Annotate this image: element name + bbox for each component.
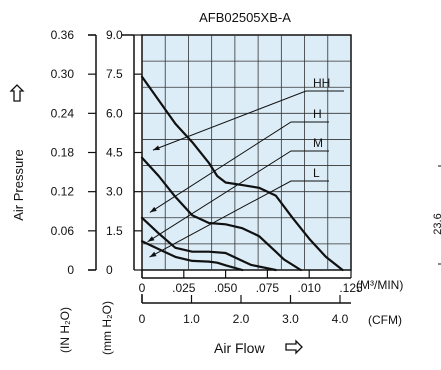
x-tick-label-m3min: .025 <box>172 281 196 295</box>
y-tick-label-mm: 9.0 <box>106 28 123 42</box>
leader-arrowhead <box>149 206 157 213</box>
y-axis-label: Air Pressure <box>11 149 26 221</box>
curve-hh <box>140 75 344 272</box>
y-tick-label-mm: 7.5 <box>106 67 123 81</box>
x-tick-label-cfm: 3.0 <box>282 312 299 326</box>
y-axis-mm-h2o-line <box>122 34 135 270</box>
y-tick-label-in: 0.36 <box>51 28 75 42</box>
y-tick-label-mm: 4.5 <box>106 146 123 160</box>
x-tick-label-cfm: 2.0 <box>233 312 250 326</box>
x-tick-label-m3min: .075 <box>256 281 280 295</box>
curve-label-h: H <box>313 107 322 121</box>
y-tick-label-in: 0.18 <box>51 146 75 160</box>
leader-line <box>147 150 329 243</box>
x-tick-label-cfm: 0 <box>139 312 146 326</box>
leader-arrowhead <box>149 251 157 258</box>
y-tick-label-in: 0 <box>67 263 74 277</box>
leader-line <box>149 180 329 258</box>
y-tick-label-in: 0.30 <box>51 67 75 81</box>
up-arrow-icon <box>9 84 25 102</box>
x-tick-label-m3min: .125 <box>339 281 363 295</box>
x-tick-label-m3min: 0 <box>139 281 146 295</box>
x-tick-label-m3min: .010 <box>298 281 322 295</box>
plot-area <box>141 34 352 271</box>
leader-line <box>152 90 344 151</box>
y-tick-label-mm: 3.0 <box>106 185 123 199</box>
y-tick-label-in: 0.24 <box>51 106 75 120</box>
x-unit-primary: (M³/MIN) <box>356 278 403 292</box>
leader-line <box>149 121 329 213</box>
side-fragment-label: 23.6 <box>432 213 441 234</box>
y-unit-primary: (IN H₂O) <box>58 307 72 353</box>
leader-arrowhead <box>152 145 160 151</box>
x-ticks-cfm: 0 1.0 2.0 3.0 4.0 <box>139 295 349 326</box>
curve-h <box>140 156 302 272</box>
curves <box>140 75 344 272</box>
curve-m <box>140 216 277 272</box>
y-tick-label-in: 0.06 <box>51 224 75 238</box>
y-tick-label-mm: 6.0 <box>106 106 123 120</box>
y-tick-label-mm: 1.5 <box>106 224 123 238</box>
x-axis-cfm-line <box>141 294 351 304</box>
curve-label-l: L <box>313 166 320 180</box>
y-tick-label-in: 0.12 <box>51 185 75 199</box>
y-ticks-in-h2o: 0 0.06 0.12 0.18 0.24 0.30 0.36 <box>51 28 96 277</box>
x-axis-m3min-line <box>141 270 351 279</box>
x-unit-secondary: (CFM) <box>368 313 402 327</box>
x-ticks-m3min: 0 .025 .050 .075 .010 .125 <box>139 270 363 295</box>
x-tick-label-m3min: .050 <box>214 281 238 295</box>
curve-label-hh: HH <box>313 76 330 90</box>
grid-lines <box>142 35 351 270</box>
y-unit-secondary: (mm H₂O) <box>100 301 114 355</box>
leader-arrowhead <box>147 236 155 242</box>
x-axis-label: Air Flow <box>214 340 265 356</box>
right-arrow-icon <box>285 339 303 355</box>
curve-label-m: M <box>313 136 323 150</box>
x-tick-label-cfm: 1.0 <box>183 312 200 326</box>
y-ticks-mm-h2o: 0 1.5 3.0 4.5 6.0 7.5 9.0 <box>106 28 142 277</box>
x-tick-label-cfm: 4.0 <box>332 312 349 326</box>
chart-title: AFB02505XB-A <box>199 10 291 25</box>
y-tick-label-mm: 0 <box>106 263 113 277</box>
